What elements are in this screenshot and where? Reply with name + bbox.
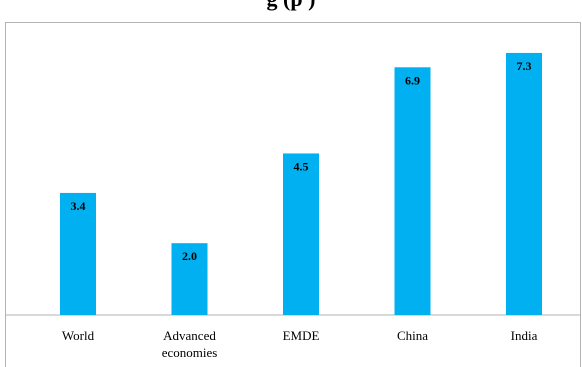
category-label: EMDE: [283, 328, 320, 343]
bar-china: [394, 67, 431, 315]
bar-advanced-economies: [171, 243, 208, 315]
value-labels-group: 3.4 2.0 4.5 6.9 7.3: [71, 59, 532, 263]
category-label: economies: [162, 345, 218, 360]
category-label: China: [397, 328, 428, 343]
bar-emde: [283, 153, 319, 315]
category-label: Advanced: [163, 328, 216, 343]
bar-india: [506, 52, 542, 316]
value-label: 7.3: [517, 59, 532, 73]
value-label: 4.5: [294, 159, 309, 173]
value-label: 2.0: [182, 249, 197, 263]
category-label: World: [62, 328, 95, 343]
chart-title: g (p ): [0, 0, 582, 12]
value-label: 6.9: [405, 73, 420, 87]
chart-frame: [5, 22, 581, 367]
value-label: 3.4: [71, 199, 86, 213]
category-labels-group: World Advanced economies EMDE China India: [62, 328, 538, 360]
category-label: India: [511, 328, 538, 343]
bars-group: [60, 52, 542, 316]
bar-world: [60, 192, 96, 315]
